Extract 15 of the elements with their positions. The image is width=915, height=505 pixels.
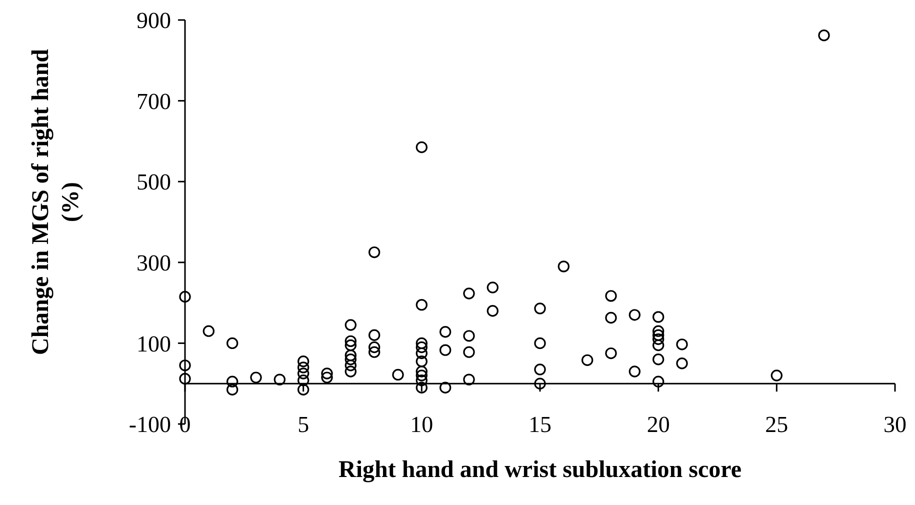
y-axis-title: Change in MGS of right hand (%) [28,48,84,356]
y-tick-label: 100 [136,331,171,356]
x-tick-label: 0 [179,412,191,438]
x-tick-label: 30 [884,412,906,438]
x-tick-label: 20 [646,412,670,438]
y-tick-label: 900 [136,8,171,34]
y-tick-label: 300 [136,250,171,276]
y-tick-label: 500 [136,170,171,195]
y-tick-label: -100 [128,412,171,438]
y-tick-label: 700 [136,88,171,114]
x-tick-label: 5 [298,412,310,438]
x-tick-label: 10 [410,412,434,438]
x-tick-label: 15 [528,412,552,438]
x-tick-label: 25 [765,412,788,438]
x-axis-title: Right hand and wrist subluxation score [338,457,742,483]
